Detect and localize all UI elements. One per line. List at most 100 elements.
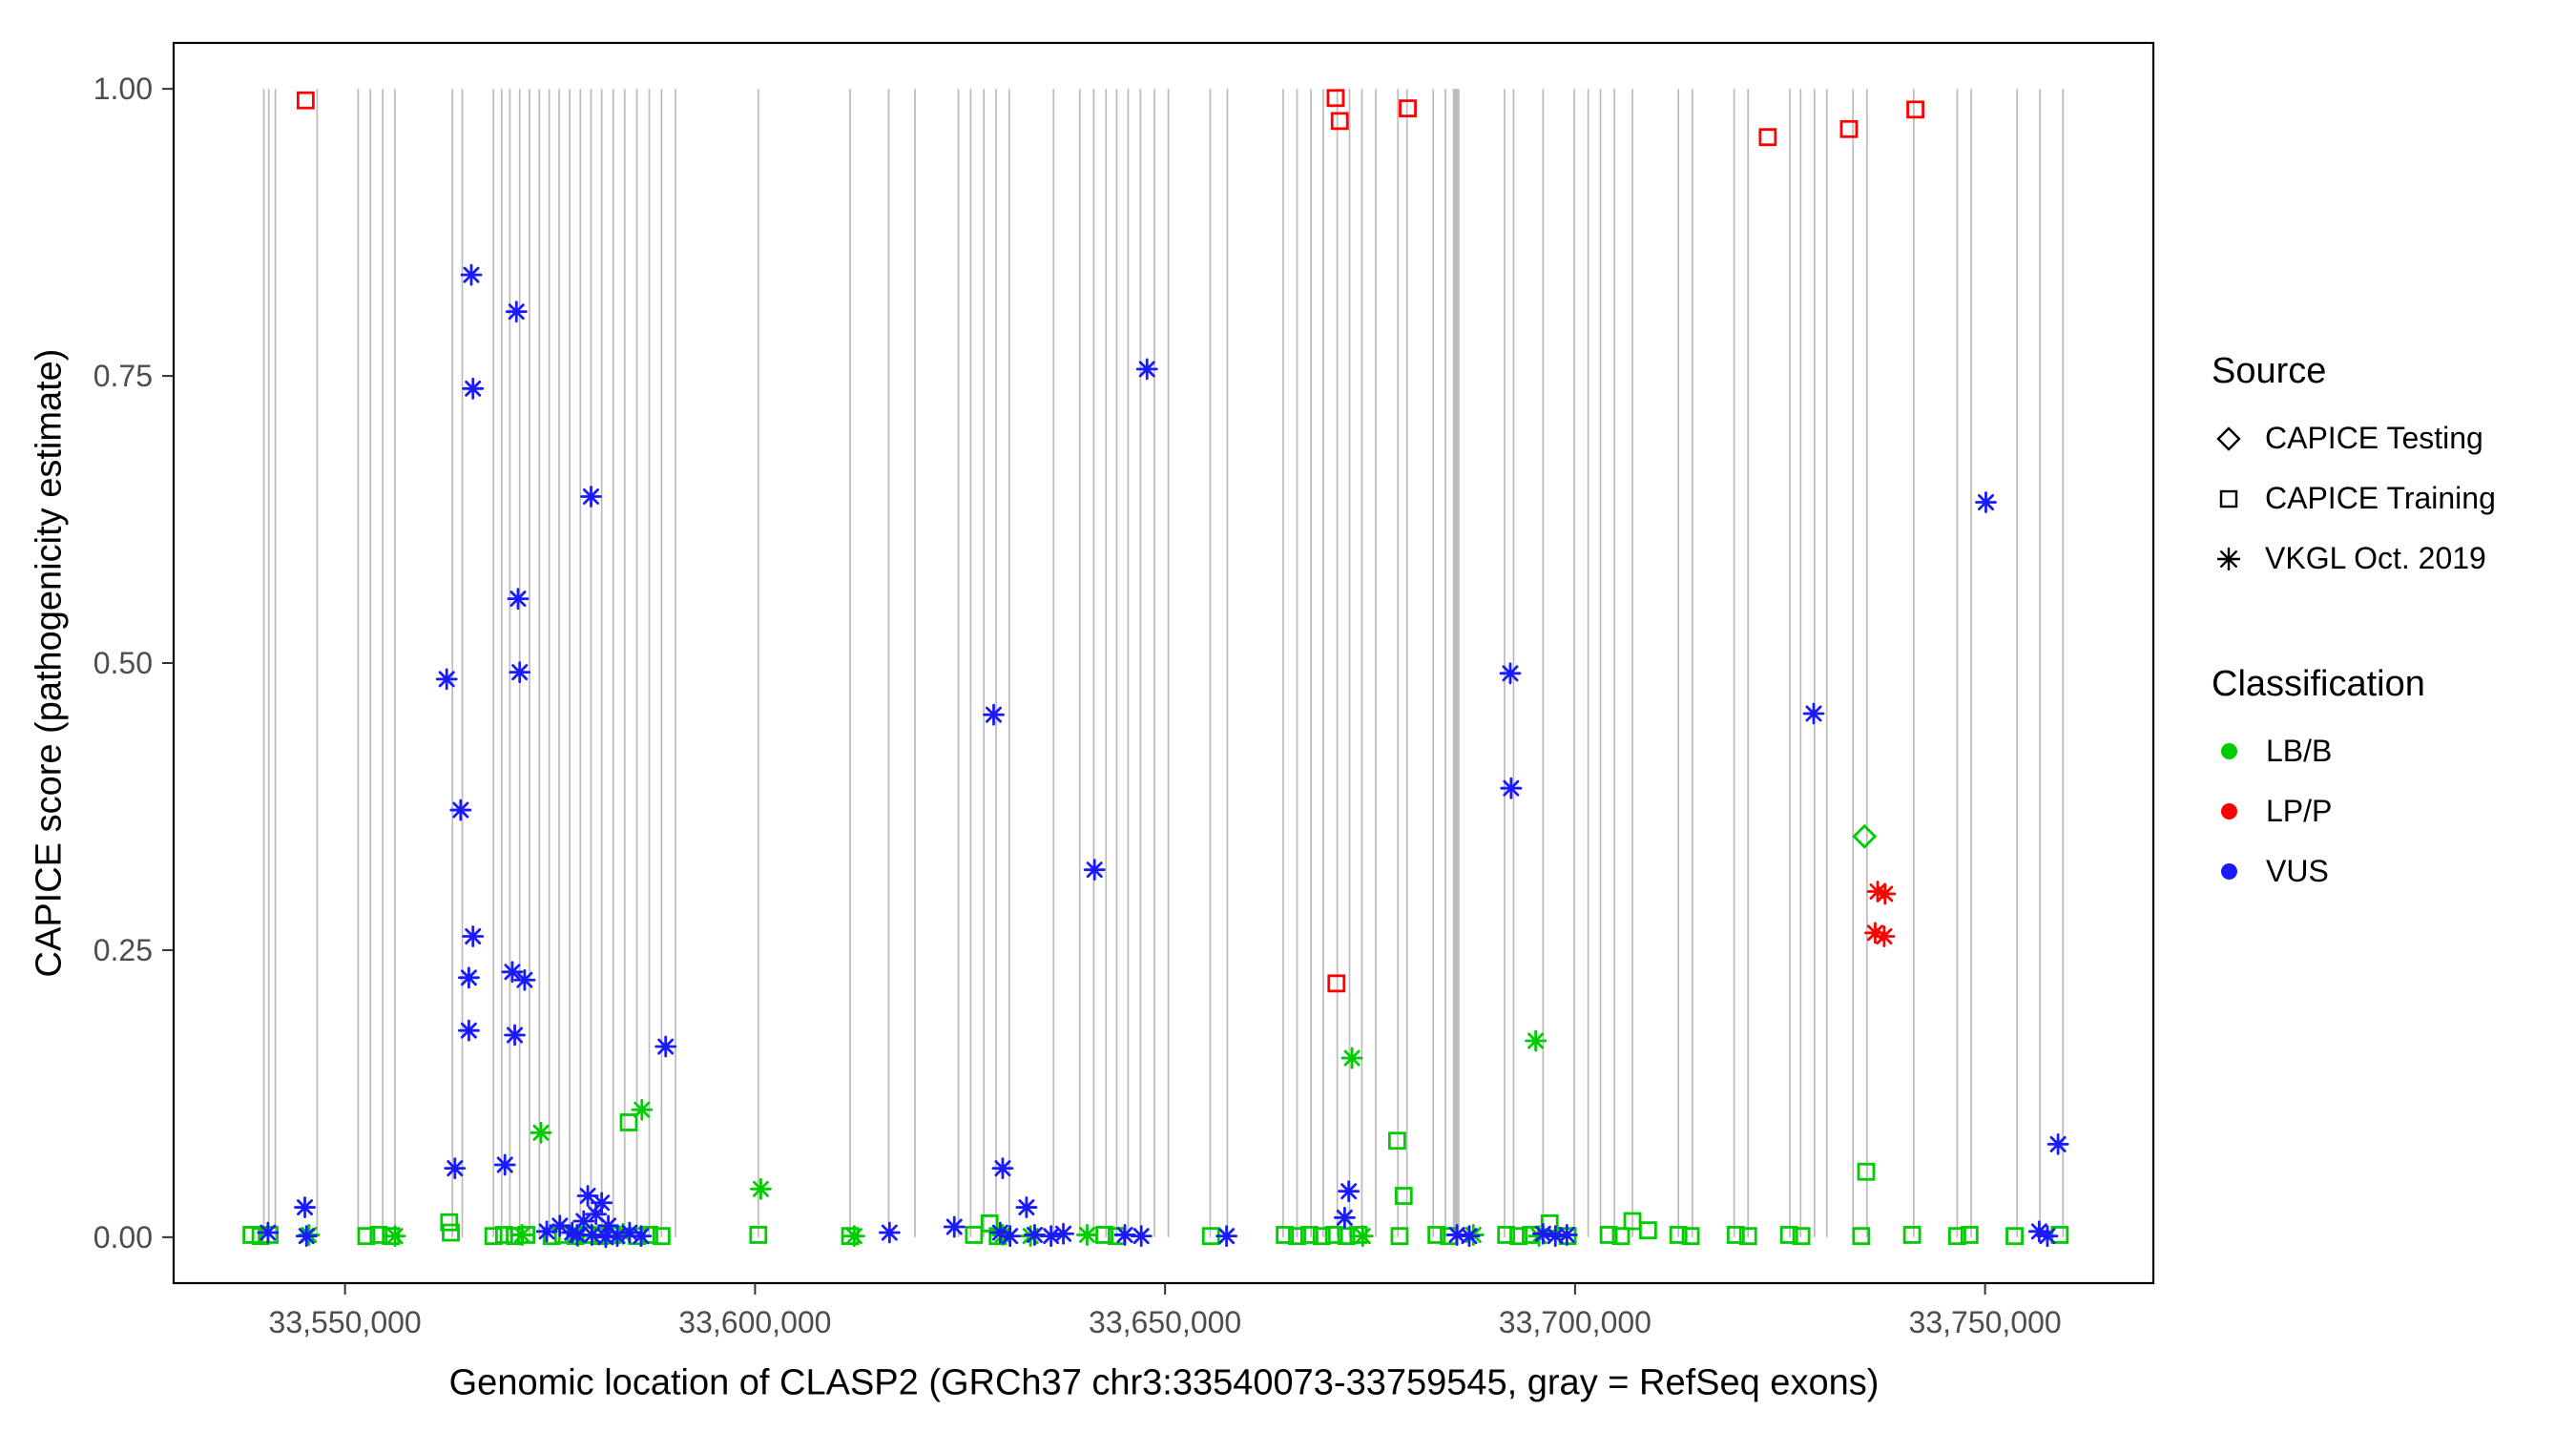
- data-point: [484, 1227, 503, 1246]
- data-point: [1638, 1221, 1657, 1240]
- data-point: [1906, 100, 1924, 119]
- data-point: [2005, 1227, 2024, 1246]
- legend-item-label: VKGL Oct. 2019: [2265, 541, 2486, 575]
- data-point: [384, 1225, 406, 1248]
- legend-item-vus: VUS: [2212, 854, 2566, 889]
- data-point: [965, 1226, 984, 1244]
- data-point: [1040, 1225, 1063, 1248]
- data-point: [493, 1153, 516, 1176]
- legend-classification: Classification LB/B LP/P VUS: [2212, 664, 2566, 889]
- lbb-dot-icon: [2221, 743, 2237, 759]
- data-point: [1839, 119, 1859, 138]
- data-point: [1394, 1187, 1413, 1205]
- data-point: [1525, 1029, 1548, 1052]
- data-point: [2036, 1225, 2059, 1248]
- data-point: [983, 703, 1005, 726]
- data-point: [440, 1213, 459, 1232]
- data-point: [878, 1221, 901, 1244]
- data-point: [1726, 1226, 1745, 1244]
- data-point: [1497, 1226, 1516, 1244]
- series-lb-b-capice-testing: [1852, 823, 1878, 849]
- data-point: [1135, 358, 1158, 381]
- y-tick-label: 1.00: [93, 72, 153, 106]
- series-vus-vkgl-oct-2019: [257, 263, 2069, 1249]
- data-point: [1338, 1180, 1361, 1203]
- data-point: [1500, 777, 1523, 799]
- legend-item-label: LB/B: [2266, 734, 2333, 768]
- data-point: [594, 1226, 617, 1249]
- data-point: [294, 1196, 316, 1218]
- data-point: [1427, 1226, 1446, 1244]
- y-axis-title: CAPICE score (pathogenicity estimate): [29, 348, 70, 978]
- data-point: [458, 1019, 480, 1042]
- data-point: [435, 668, 458, 691]
- data-point: [1076, 1224, 1098, 1246]
- data-point: [1758, 128, 1777, 147]
- data-point: [462, 925, 485, 947]
- panel-border: [172, 41, 2155, 1285]
- x-tick-label: 33,700,000: [1499, 1305, 1652, 1339]
- legend-item-label: CAPICE Testing: [2265, 421, 2483, 455]
- data-point: [1330, 112, 1349, 131]
- data-point: [1852, 823, 1878, 849]
- y-tick-label: 0.50: [93, 646, 153, 680]
- data-point: [1399, 99, 1417, 118]
- data-point: [1327, 974, 1346, 993]
- x-tick-label: 33,550,000: [269, 1305, 422, 1339]
- data-point: [1779, 1226, 1798, 1244]
- data-point: [1324, 1226, 1343, 1244]
- legend-item-lbb: LB/B: [2212, 734, 2566, 769]
- data-point: [1669, 1226, 1688, 1244]
- legend-item-label: CAPICE Training: [2265, 481, 2496, 515]
- data-point: [1300, 1226, 1319, 1244]
- y-tick-label: 0.25: [93, 933, 153, 967]
- legend: Source CAPICE Testing CAPICE Training: [2212, 351, 2566, 914]
- legend-item-lpp: LP/P: [2212, 794, 2566, 829]
- data-point: [460, 263, 483, 286]
- data-point: [619, 1113, 638, 1131]
- data-point: [458, 966, 480, 989]
- legend-item-vkgl: VKGL Oct. 2019: [2212, 541, 2566, 576]
- data-point: [1599, 1226, 1618, 1244]
- legend-item-label: LP/P: [2266, 794, 2333, 828]
- data-point: [580, 1224, 603, 1246]
- legend-source-title: Source: [2212, 351, 2327, 391]
- data-point: [654, 1035, 677, 1058]
- series-lb-b-capice-training: [242, 1113, 2069, 1246]
- data-point: [505, 301, 528, 323]
- data-point: [1802, 702, 1825, 725]
- data-point: [1681, 1227, 1700, 1246]
- data-point: [631, 1098, 654, 1121]
- data-point: [1960, 1226, 1979, 1244]
- data-point: [630, 1225, 653, 1248]
- data-point: [1857, 1162, 1876, 1181]
- data-point: [1975, 491, 1997, 513]
- data-point: [2046, 1132, 2069, 1155]
- data-point: [1015, 1196, 1038, 1218]
- data-point: [501, 961, 524, 984]
- data-point: [1312, 1227, 1331, 1246]
- legend-classification-title: Classification: [2212, 664, 2425, 704]
- data-point: [991, 1157, 1014, 1180]
- data-point: [1390, 1227, 1409, 1246]
- data-point: [1340, 1047, 1363, 1069]
- series-lp-p-vkgl-oct-2019: [1864, 881, 1897, 947]
- data-point: [242, 1226, 261, 1244]
- data-point: [1874, 882, 1897, 905]
- data-point: [653, 1227, 671, 1246]
- x-tick-label: 33,600,000: [678, 1305, 831, 1339]
- data-point: [462, 377, 485, 400]
- data-point: [1792, 1227, 1811, 1246]
- data-point: [530, 1121, 552, 1144]
- data-point: [1623, 1212, 1642, 1231]
- data-point: [444, 1157, 467, 1180]
- data-point: [1611, 1227, 1631, 1246]
- data-point: [1083, 859, 1106, 881]
- x-tick-label: 33,650,000: [1089, 1305, 1241, 1339]
- data-point: [295, 1225, 318, 1248]
- data-point: [1458, 1225, 1481, 1248]
- x-tick-label: 33,750,000: [1909, 1305, 2062, 1339]
- data-point: [1276, 1226, 1295, 1244]
- data-point: [357, 1227, 376, 1246]
- data-point: [842, 1225, 865, 1248]
